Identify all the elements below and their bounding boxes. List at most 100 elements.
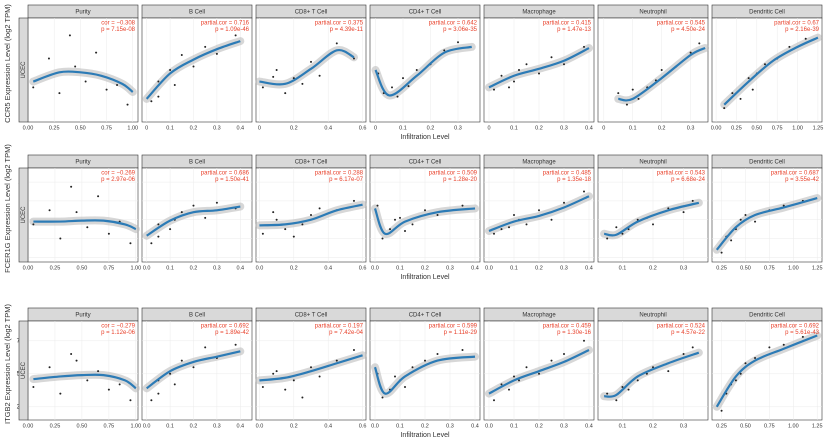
x-tick-label: 0.25 — [50, 265, 61, 271]
point — [691, 346, 694, 349]
panel-title: CD8+ T Cell — [295, 10, 328, 16]
x-tick-label: 0.00 — [23, 125, 34, 131]
point — [500, 228, 503, 231]
point — [583, 190, 585, 193]
point — [768, 346, 771, 349]
x-tick-label: 0.1 — [510, 265, 518, 271]
point — [606, 237, 609, 240]
annotation: partial.cor = 0.485 — [543, 171, 592, 177]
point — [394, 218, 396, 221]
point — [58, 92, 61, 95]
x-tick-label: 0.4 — [236, 423, 244, 429]
x-tick-label: 0 — [602, 125, 605, 131]
x-tick-label: 0.3 — [687, 125, 695, 131]
point — [261, 86, 264, 89]
point — [615, 226, 618, 229]
point — [157, 235, 160, 238]
point — [150, 242, 153, 245]
row-strip — [18, 167, 29, 263]
annotation: cor = −0.279 — [101, 324, 135, 330]
panel-title: CD4+ T Cell — [409, 160, 442, 166]
point — [301, 223, 304, 226]
panel-title: Neutrophil — [639, 160, 666, 166]
annotation: p = 1.35e-18 — [557, 177, 592, 183]
point — [169, 228, 172, 231]
point — [86, 226, 89, 229]
point — [443, 49, 446, 52]
plot-area — [711, 167, 823, 263]
x-tick-label: 0.2 — [421, 265, 429, 271]
point — [660, 69, 663, 71]
point — [583, 45, 585, 48]
point — [631, 88, 634, 91]
x-tick-label: 0.0 — [485, 423, 493, 429]
point — [652, 366, 654, 369]
point — [180, 359, 183, 362]
panel-title: Dendritic Cell — [749, 160, 785, 166]
point — [682, 211, 685, 214]
point — [731, 92, 734, 95]
point — [667, 207, 670, 210]
point — [169, 69, 172, 71]
x-tick-label: 0.4 — [585, 125, 593, 131]
point — [157, 392, 160, 395]
annotation: p = 4.50e-24 — [671, 27, 706, 33]
point — [754, 220, 757, 223]
point — [204, 346, 207, 349]
point — [652, 223, 654, 226]
point — [407, 85, 410, 88]
x-tick-label: 0.1 — [396, 423, 404, 429]
row-strip — [18, 17, 29, 123]
x-tick-label: 0.4 — [236, 125, 244, 131]
point — [292, 379, 295, 382]
point — [508, 388, 510, 391]
point — [637, 97, 640, 100]
annotation: p = 6.68e-24 — [671, 177, 706, 183]
point — [95, 51, 98, 54]
point — [424, 359, 426, 362]
x-tick-label: 1.00 — [130, 265, 141, 271]
point — [804, 37, 807, 40]
loess-curve — [373, 207, 476, 236]
x-tick-label: 0 — [145, 125, 148, 131]
point — [615, 399, 618, 402]
x-tick-label: 0.0 — [143, 265, 151, 271]
x-tick-label: 0.1 — [510, 423, 518, 429]
x-tick-label: 0.75 — [104, 265, 115, 271]
point — [538, 72, 540, 75]
point — [744, 362, 747, 365]
annotation: partial.cor = 0.543 — [657, 171, 706, 177]
point — [284, 228, 287, 231]
point — [157, 80, 160, 83]
x-tick-label: 0.2 — [535, 265, 543, 271]
annotation: p = 1.89e-42 — [215, 330, 250, 336]
point — [84, 80, 87, 83]
loess-curve — [373, 355, 476, 395]
x-axis-label: Infiltration Level — [400, 274, 449, 281]
point — [698, 42, 701, 45]
point — [157, 95, 160, 98]
x-tick-label: 1.25 — [812, 423, 823, 429]
x-tick-label: 0.25 — [731, 125, 742, 131]
point — [376, 204, 379, 207]
point — [74, 65, 77, 68]
point — [518, 69, 520, 71]
point — [105, 88, 108, 91]
y-axis-label: ITGB2 Expression Level (log2 TPM) — [3, 304, 12, 424]
x-tick-label: 0.2 — [190, 125, 198, 131]
loess-curve — [488, 47, 590, 89]
point — [86, 379, 89, 382]
loess-curve — [146, 205, 241, 237]
x-tick-label: 0 — [487, 125, 490, 131]
point — [621, 232, 624, 235]
loess-curve — [603, 201, 700, 237]
point — [59, 237, 62, 240]
x-tick-label: 0.4 — [471, 423, 479, 429]
point — [682, 353, 685, 355]
x-tick-label: 0.75 — [772, 125, 783, 131]
point — [318, 207, 321, 210]
point — [275, 69, 278, 71]
annotation: p = 4.39e-11 — [330, 27, 364, 33]
point — [513, 80, 515, 83]
panel-title: Purity — [75, 10, 90, 16]
